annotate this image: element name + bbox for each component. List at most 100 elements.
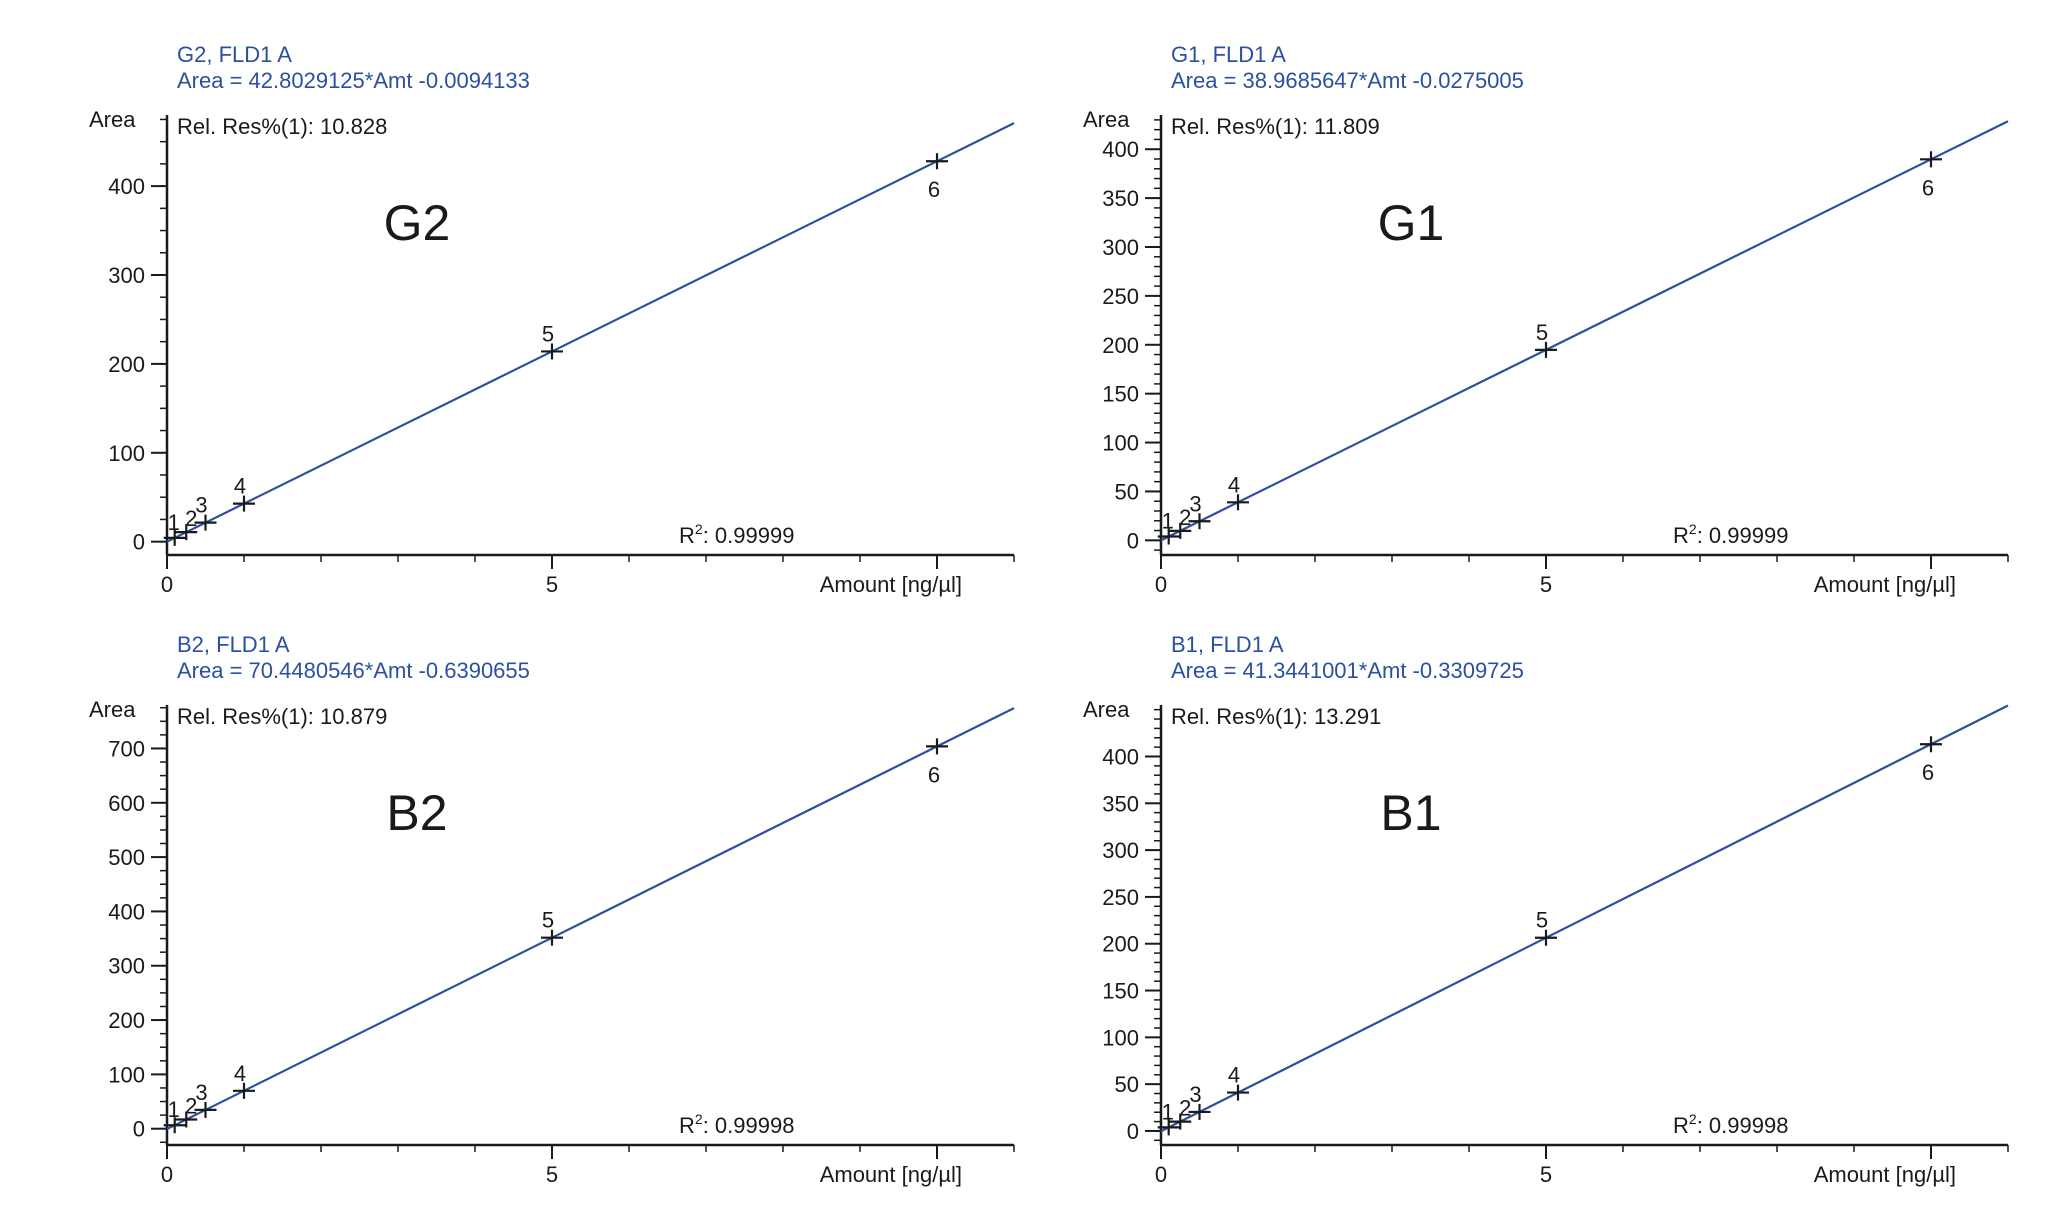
calibration-point [194,1101,217,1118]
calibration-point [175,524,198,541]
y-tick-label: 300 [108,263,145,288]
calibration-point [1535,341,1557,358]
y-tick-label: 250 [1102,885,1139,910]
y-tick-label: 700 [108,736,145,761]
x-tick-label: 0 [161,1162,173,1187]
y-tick-label: 300 [1102,838,1139,863]
y-tick-label: 300 [1102,235,1139,260]
chart-header-title: G2, FLD1 A [177,42,292,67]
x-tick-label: 0 [1155,572,1167,597]
y-tick-label: 50 [1115,1072,1139,1097]
chart-header-title: B1, FLD1 A [1171,632,1284,657]
calibration-point [926,153,948,170]
calibration-point [541,929,563,946]
regression-line [166,122,1015,543]
y-tick-label: 100 [1102,431,1139,456]
chart-rel-res: Rel. Res%(1): 11.809 [1171,114,1380,139]
y-axis-label: Area [89,107,136,132]
regression-line [1160,120,2009,542]
y-tick-label: 0 [1127,528,1139,553]
x-tick-label: 5 [546,1162,558,1187]
point-label: 4 [1228,472,1240,497]
y-axis-label: Area [1083,697,1130,722]
calibration-point [1157,528,1180,545]
y-axis-label: Area [1083,107,1130,132]
point-label: 5 [1536,908,1548,933]
point-label: 6 [928,762,940,787]
calibration-point [1227,1084,1249,1101]
y-axis-label: Area [89,697,136,722]
calibration-point [163,1117,186,1134]
calibration-point [233,495,255,512]
point-label: 5 [542,321,554,346]
chart-header-title: G1, FLD1 A [1171,42,1286,67]
r-squared-label: R2: 0.99999 [1673,521,1788,548]
y-tick-label: 150 [1102,382,1139,407]
point-label: 1 [1162,509,1174,534]
chart-rel-res: Rel. Res%(1): 10.828 [177,114,387,139]
chart-equation: Area = 42.8029125*Amt -0.0094133 [177,68,530,93]
chart-big-label: B2 [386,785,447,841]
r-squared-label: R2: 0.99999 [679,521,794,548]
point-label: 6 [928,177,940,202]
y-tick-label: 400 [1102,137,1139,162]
calibration-point [1920,736,1942,753]
point-label: 3 [195,493,207,518]
point-label: 5 [1536,320,1548,345]
chart-equation: Area = 41.3441001*Amt -0.3309725 [1171,658,1524,683]
chart-equation: Area = 70.4480546*Amt -0.6390655 [177,658,530,683]
x-axis-label: Amount [ng/µl] [1814,1162,1956,1187]
point-label: 6 [1922,760,1934,785]
y-tick-label: 150 [1102,979,1139,1004]
y-tick-label: 200 [1102,932,1139,957]
chart-rel-res: Rel. Res%(1): 10.879 [177,704,387,729]
point-label: 6 [1922,175,1934,200]
point-label: 4 [234,474,246,499]
point-label: 3 [195,1080,207,1105]
calibration-point [163,529,186,546]
regression-line [1160,704,2009,1133]
y-tick-label: 0 [133,530,145,555]
calibration-point [1188,513,1211,530]
point-label: 3 [1189,491,1201,516]
y-tick-label: 0 [133,1117,145,1142]
y-tick-label: 400 [1102,744,1139,769]
y-tick-label: 50 [1115,479,1139,504]
x-tick-label: 0 [161,572,173,597]
y-tick-label: 250 [1102,284,1139,309]
point-label: 2 [185,1093,197,1118]
calibration-point [194,514,217,531]
y-tick-label: 100 [108,1062,145,1087]
point-label: 1 [168,510,180,535]
calibration-point [541,343,563,360]
calibration-point [175,1111,198,1128]
y-tick-label: 400 [108,174,145,199]
regression-line [166,707,1015,1131]
y-tick-label: 100 [108,441,145,466]
chart-equation: Area = 38.9685647*Amt -0.0275005 [1171,68,1524,93]
y-tick-label: 300 [108,954,145,979]
y-tick-label: 600 [108,791,145,816]
y-tick-label: 500 [108,845,145,870]
point-label: 4 [234,1061,246,1086]
x-axis-label: Amount [ng/µl] [820,1162,962,1187]
point-label: 2 [1179,505,1191,530]
point-label: 1 [1162,1099,1174,1124]
calibration-point [1169,1113,1192,1130]
calibration-point [1920,151,1942,168]
r-squared-label: R2: 0.99998 [679,1111,794,1138]
y-tick-label: 200 [108,352,145,377]
chart-big-label: G1 [1378,195,1445,251]
calibration-point [1188,1103,1211,1120]
point-label: 4 [1228,1063,1240,1088]
y-tick-label: 200 [108,1008,145,1033]
x-axis-label: Amount [ng/µl] [820,572,962,597]
x-tick-label: 5 [1540,1162,1552,1187]
y-tick-label: 100 [1102,1025,1139,1050]
point-label: 5 [542,908,554,933]
y-tick-label: 350 [1102,186,1139,211]
